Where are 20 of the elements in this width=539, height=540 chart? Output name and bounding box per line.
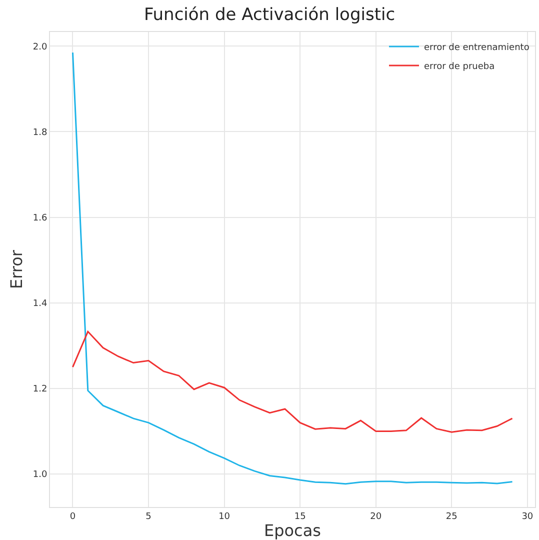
y-tick-label: 1.0 xyxy=(32,470,48,480)
y-tick-label: 2.0 xyxy=(32,42,48,52)
line-series xyxy=(72,330,514,433)
x-tick-label: 5 xyxy=(146,512,152,522)
legend-label: error de prueba xyxy=(424,62,495,72)
chart-title: Función de Activación logistic xyxy=(144,5,396,25)
line-series xyxy=(72,52,514,485)
x-tick-label: 30 xyxy=(522,512,534,522)
x-tick-label: 0 xyxy=(70,512,76,522)
x-tick-label: 10 xyxy=(218,512,230,522)
x-tick-label: 25 xyxy=(446,512,458,522)
x-tick-label: 20 xyxy=(370,512,382,522)
y-tick-label: 1.4 xyxy=(32,299,48,310)
legend-label: error de entrenamiento xyxy=(424,43,530,54)
y-tick-label: 1.6 xyxy=(32,213,48,224)
y-axis-title: Error xyxy=(6,250,26,289)
x-tick-label: 15 xyxy=(294,512,306,522)
y-tick-label: 1.2 xyxy=(32,384,48,395)
y-tick-label: 1.8 xyxy=(32,128,48,138)
x-axis-title: Epocas xyxy=(264,521,321,540)
